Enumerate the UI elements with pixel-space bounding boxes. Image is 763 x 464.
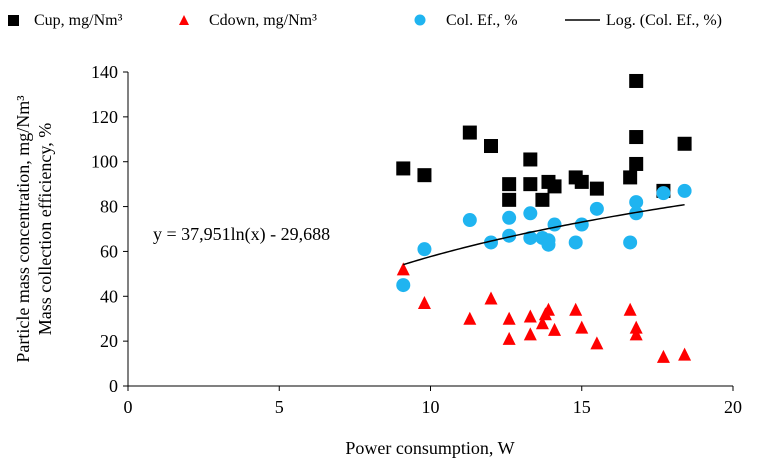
cup-point bbox=[574, 174, 589, 189]
axes: 0 5 10 15 20 0 20 40 60 80 100 120 140 bbox=[91, 62, 742, 417]
cup-point bbox=[502, 177, 517, 192]
y-ticks: 0 20 40 60 80 100 120 140 bbox=[91, 62, 128, 396]
y-axis-label-line-2: Mass collection efficiency, % bbox=[35, 123, 55, 335]
cup-point bbox=[623, 170, 638, 185]
cdown-point bbox=[417, 296, 431, 310]
cup-point bbox=[484, 139, 498, 154]
cup-point bbox=[547, 179, 562, 194]
col-ef-point bbox=[541, 237, 556, 252]
col-ef-point bbox=[396, 278, 411, 293]
cdown-point bbox=[463, 311, 477, 325]
y-axis-label-line-1: Particle mass concentration, mg/Nm³ bbox=[13, 95, 33, 363]
legend-label-cup: Cup, mg/Nm³ bbox=[34, 12, 123, 29]
cup-point bbox=[396, 161, 411, 176]
col-ef-point bbox=[656, 186, 671, 201]
cup-point bbox=[535, 192, 550, 207]
col-ef-point bbox=[523, 206, 538, 221]
trendline-equation: y = 37,951ln(x) - 29,688 bbox=[153, 224, 330, 245]
col-ef-point bbox=[523, 230, 538, 245]
legend-label-trendline: Log. (Col. Ef., %) bbox=[606, 12, 722, 29]
series-col-ef bbox=[396, 183, 692, 293]
cdown-point bbox=[541, 302, 555, 316]
col-ef-point bbox=[629, 206, 644, 221]
y-tick-label: 20 bbox=[100, 331, 118, 351]
y-tick-label: 80 bbox=[100, 197, 118, 217]
cdown-point bbox=[569, 302, 583, 316]
col-ef-point bbox=[629, 195, 644, 210]
y-tick-label: 0 bbox=[109, 376, 118, 396]
cup-point bbox=[629, 130, 644, 145]
cup-point bbox=[523, 177, 538, 192]
legend: Cup, mg/Nm³ Cdown, mg/Nm³ Col. Ef., % Lo… bbox=[8, 12, 722, 29]
cdown-point bbox=[678, 347, 692, 361]
cdown-point bbox=[575, 320, 589, 334]
cup-point bbox=[629, 73, 644, 88]
cup-point bbox=[523, 152, 538, 167]
col-ef-point bbox=[677, 183, 692, 198]
plot-area bbox=[396, 73, 692, 363]
cdown-point bbox=[629, 327, 643, 341]
cdown-point bbox=[629, 320, 643, 334]
cdown-point bbox=[396, 262, 410, 276]
cdown-point bbox=[523, 309, 537, 323]
cdown-point bbox=[502, 331, 516, 345]
trendline-curve bbox=[403, 203, 685, 266]
col-ef-point bbox=[574, 217, 589, 232]
cup-point bbox=[417, 168, 432, 183]
legend-label-col-ef: Col. Ef., % bbox=[446, 12, 518, 29]
cup-point bbox=[589, 181, 604, 196]
cup-point bbox=[462, 125, 477, 140]
col-ef-point bbox=[502, 210, 517, 225]
col-ef-point bbox=[484, 235, 498, 250]
x-axis-label: Power consumption, W bbox=[345, 438, 514, 458]
cdown-point bbox=[623, 302, 637, 316]
col-ef-point bbox=[568, 235, 583, 250]
x-tick-label: 15 bbox=[573, 397, 591, 417]
col-ef-point bbox=[623, 235, 638, 250]
series-cdown bbox=[396, 262, 692, 363]
cup-point bbox=[629, 156, 644, 171]
y-tick-label: 40 bbox=[100, 286, 118, 306]
legend-label-cdown: Cdown, mg/Nm³ bbox=[209, 12, 317, 29]
series-cup bbox=[396, 73, 692, 207]
cdown-point bbox=[590, 336, 604, 350]
x-tick-label: 0 bbox=[124, 397, 133, 417]
col-ef-point bbox=[462, 213, 477, 228]
cdown-point bbox=[523, 327, 537, 341]
y-tick-label: 140 bbox=[91, 62, 118, 82]
legend-marker-col-ef-circle-icon bbox=[414, 14, 426, 26]
y-tick-label: 100 bbox=[91, 152, 118, 172]
y-tick-label: 120 bbox=[91, 107, 118, 127]
col-ef-point bbox=[502, 228, 517, 243]
x-tick-label: 10 bbox=[422, 397, 440, 417]
col-ef-point bbox=[417, 242, 432, 257]
legend-marker-cup-square-icon bbox=[8, 15, 19, 26]
cdown-point bbox=[484, 291, 498, 305]
cup-point bbox=[677, 136, 692, 151]
col-ef-point bbox=[589, 201, 604, 216]
cdown-point bbox=[548, 322, 562, 336]
x-tick-label: 20 bbox=[724, 397, 742, 417]
cdown-point bbox=[656, 349, 670, 363]
legend-marker-cdown-triangle-icon bbox=[179, 15, 189, 25]
cdown-point bbox=[502, 311, 516, 325]
cdown-point bbox=[535, 316, 549, 330]
x-tick-label: 5 bbox=[275, 397, 284, 417]
x-ticks: 0 5 10 15 20 bbox=[124, 386, 742, 417]
col-ef-point bbox=[547, 217, 562, 232]
y-tick-label: 60 bbox=[100, 241, 118, 261]
cup-point bbox=[502, 192, 517, 207]
